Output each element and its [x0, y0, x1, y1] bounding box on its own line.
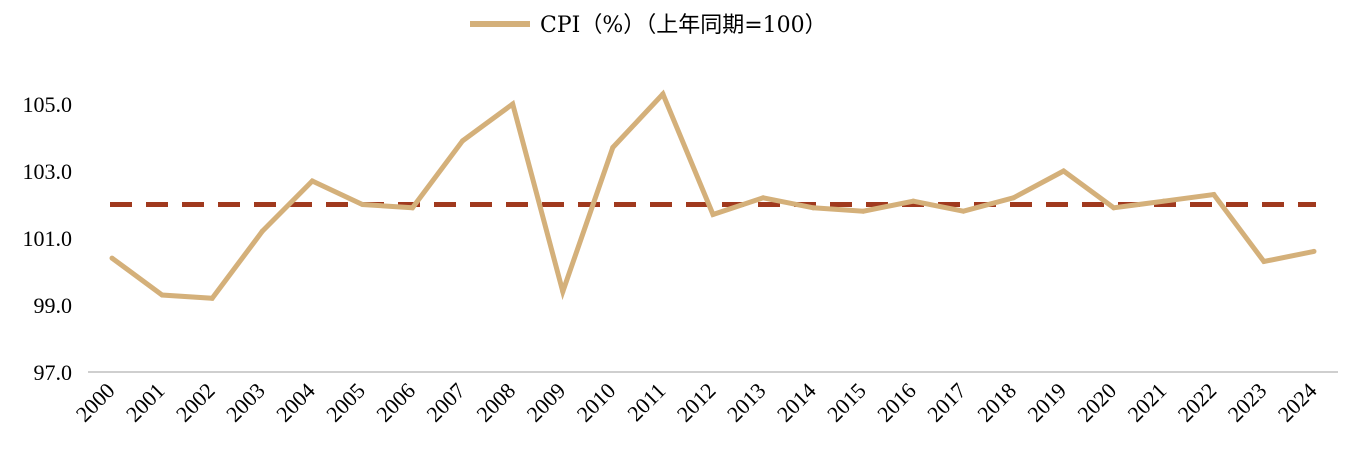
y-axis-ticks: 97.0 99.0 101.0 103.0 105.0: [23, 92, 73, 385]
data-point: [1111, 205, 1117, 211]
data-point: [359, 202, 365, 207]
x-tick-label: 2017: [922, 378, 971, 427]
x-tick-label: 2023: [1223, 378, 1272, 427]
x-tick-label: 2009: [521, 378, 570, 427]
x-tick-label: 2004: [271, 378, 320, 427]
data-point: [810, 205, 816, 211]
series-points: [109, 91, 1317, 301]
y-tick-label: 97.0: [34, 360, 73, 385]
x-tick-label: 2024: [1273, 378, 1322, 427]
data-point: [660, 91, 666, 97]
data-point: [159, 292, 165, 298]
x-tick-label: 2011: [622, 378, 670, 426]
x-tick-label: 2020: [1072, 378, 1121, 427]
data-point: [1211, 191, 1217, 197]
data-point: [410, 205, 415, 211]
data-point: [209, 295, 215, 301]
data-point: [960, 208, 966, 214]
data-point: [860, 208, 866, 214]
x-tick-label: 2002: [171, 378, 220, 427]
data-point: [610, 145, 616, 151]
data-point: [760, 195, 766, 201]
x-tick-label: 2007: [421, 378, 470, 427]
x-tick-label: 2016: [872, 378, 921, 427]
data-point: [259, 228, 265, 234]
x-tick-label: 2010: [572, 378, 621, 427]
y-tick-label: 99.0: [34, 293, 73, 318]
x-tick-label: 2014: [772, 378, 821, 427]
data-point: [1061, 168, 1067, 174]
x-tick-label: 2005: [321, 378, 370, 427]
x-tick-label: 2003: [221, 378, 270, 427]
x-tick-label: 2019: [1022, 378, 1071, 427]
x-tick-label: 2013: [722, 378, 771, 427]
data-point: [1161, 198, 1167, 204]
data-point: [710, 212, 716, 218]
x-tick-label: 2000: [71, 378, 120, 427]
data-point: [510, 101, 516, 107]
x-tick-label: 2008: [471, 378, 520, 427]
x-tick-label: 2001: [121, 378, 170, 427]
x-tick-label: 2015: [822, 378, 871, 427]
series-line-cpi: [110, 89, 1315, 301]
data-point: [1011, 195, 1016, 201]
y-tick-label: 101.0: [23, 226, 73, 251]
data-point: [1261, 258, 1267, 264]
x-tick-label: 2022: [1173, 378, 1222, 427]
data-point: [910, 198, 916, 204]
legend-label: CPI（%）（上年同期=100）: [540, 13, 827, 38]
x-tick-label: 2018: [972, 378, 1021, 427]
x-tick-label: 2006: [371, 378, 420, 427]
data-point: [460, 138, 466, 144]
x-tick-label: 2012: [672, 378, 721, 427]
data-point: [1311, 248, 1317, 254]
legend: CPI（%）（上年同期=100）: [470, 13, 827, 38]
x-axis-ticks: 2000 2001 2002 2003 2004 2005 2006 2007 2008 2009…: [71, 378, 1322, 427]
x-tick-label: 2021: [1122, 378, 1171, 427]
y-tick-label: 105.0: [23, 92, 73, 117]
data-point: [109, 255, 115, 261]
y-tick-label: 103.0: [23, 159, 73, 184]
data-point: [309, 178, 315, 184]
data-point: [560, 289, 566, 295]
